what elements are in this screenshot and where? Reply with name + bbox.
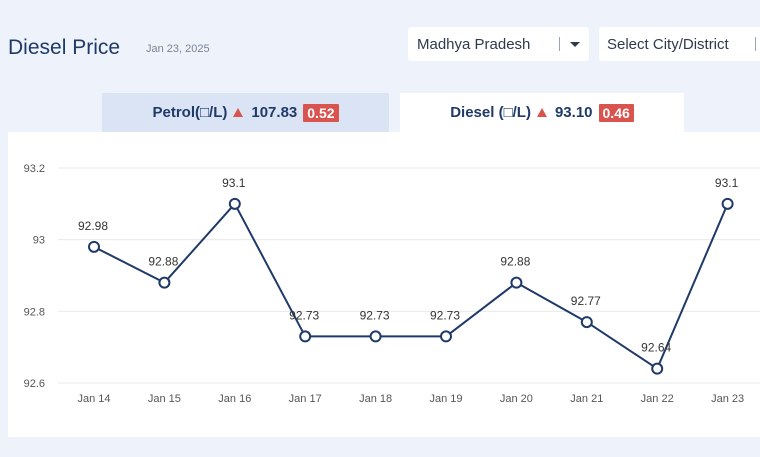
data-point bbox=[88, 240, 100, 253]
tab-petrol-change-badge: 0.52 bbox=[303, 103, 339, 122]
tab-diesel-label: Diesel (□/L) bbox=[450, 104, 531, 121]
data-label: 92.64 bbox=[641, 341, 671, 355]
data-point bbox=[369, 330, 382, 343]
tab-diesel-price: 93.10 bbox=[554, 104, 593, 121]
y-tick-label: 93.2 bbox=[24, 163, 45, 175]
data-label: 92.98 bbox=[78, 219, 108, 233]
select-divider bbox=[559, 37, 560, 51]
data-point bbox=[580, 316, 593, 329]
data-label: 93.1 bbox=[715, 176, 739, 190]
price-chart-panel: 92.6 92.8 93 93.2 Jan 14 Jan 15 Jan 16 Jan 17 Ja… bbox=[8, 132, 760, 437]
data-point bbox=[158, 276, 171, 289]
tab-diesel[interactable]: Diesel (□/L) 93.10 0.46 bbox=[400, 93, 684, 132]
chevron-down-icon[interactable] bbox=[570, 42, 580, 47]
data-point bbox=[510, 276, 523, 289]
x-tick-label: Jan 19 bbox=[429, 393, 462, 405]
data-point bbox=[228, 197, 241, 210]
price-line-chart: 92.6 92.8 93 93.2 Jan 14 Jan 15 Jan 16 Jan 17 Ja… bbox=[24, 163, 760, 405]
data-label: 92.77 bbox=[571, 294, 601, 308]
data-point bbox=[721, 197, 734, 210]
data-label: 92.73 bbox=[430, 308, 460, 322]
tab-petrol-price: 107.83 bbox=[251, 104, 298, 121]
city-select[interactable]: Select City/District bbox=[599, 27, 760, 61]
y-tick-label: 93 bbox=[33, 235, 45, 247]
tab-diesel-change-badge: 0.46 bbox=[598, 103, 634, 122]
data-label: 93.1 bbox=[222, 176, 246, 190]
data-label: 92.73 bbox=[360, 308, 390, 322]
state-select[interactable]: Madhya Pradesh bbox=[408, 27, 589, 61]
tab-petrol[interactable]: Petrol(□/L) 107.83 0.52 bbox=[102, 93, 389, 132]
x-tick-label: Jan 15 bbox=[148, 393, 181, 405]
x-tick-label: Jan 23 bbox=[711, 393, 744, 405]
state-select-value: Madhya Pradesh bbox=[417, 36, 531, 53]
data-label: 92.88 bbox=[500, 255, 530, 269]
data-point bbox=[651, 362, 664, 375]
x-tick-label: Jan 14 bbox=[77, 393, 110, 405]
series-line bbox=[93, 202, 729, 370]
x-tick-label: Jan 16 bbox=[218, 393, 251, 405]
x-tick-label: Jan 20 bbox=[500, 393, 533, 405]
tab-petrol-label: Petrol(□/L) bbox=[152, 104, 228, 121]
header: Diesel Price Jan 23, 2025 Madhya Pradesh… bbox=[0, 0, 760, 92]
y-tick-label: 92.6 bbox=[24, 378, 45, 390]
x-tick-label: Jan 18 bbox=[359, 393, 392, 405]
data-label: 92.88 bbox=[148, 255, 178, 269]
y-tick-label: 92.8 bbox=[24, 306, 45, 318]
page-date: Jan 23, 2025 bbox=[146, 43, 210, 55]
page-title: Diesel Price bbox=[8, 36, 121, 59]
city-select-placeholder: Select City/District bbox=[607, 36, 729, 53]
price-up-icon bbox=[233, 108, 244, 117]
data-point bbox=[440, 330, 452, 343]
x-tick-label: Jan 17 bbox=[289, 393, 322, 405]
price-up-icon bbox=[536, 108, 547, 117]
x-tick-label: Jan 21 bbox=[570, 393, 603, 405]
x-tick-label: Jan 22 bbox=[641, 393, 674, 405]
data-point bbox=[299, 330, 312, 343]
data-label: 92.73 bbox=[289, 308, 319, 322]
select-divider bbox=[755, 37, 756, 51]
